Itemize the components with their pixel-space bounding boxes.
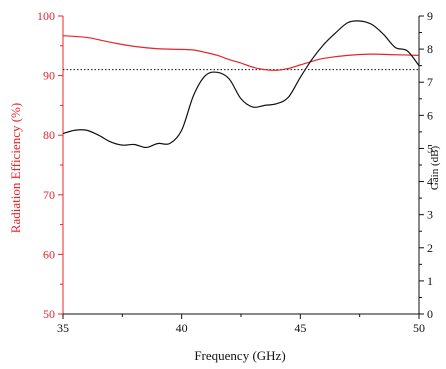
x-tick-label: 45	[294, 321, 306, 335]
right-y-tick-label: 4	[427, 175, 433, 189]
right-y-tick-label: 0	[427, 307, 433, 321]
x-axis-title: Frequency (GHz)	[194, 348, 285, 363]
left-y-tick-label: 60	[43, 247, 55, 261]
right-y-tick-label: 9	[427, 9, 433, 23]
left-y-tick-label: 90	[43, 69, 55, 83]
left-y-axis-title: Radiation Efficiency (%)	[8, 103, 23, 233]
chart-series	[62, 20, 420, 149]
gain-series-line	[62, 20, 420, 149]
right-y-tick-label: 5	[427, 141, 433, 155]
efficiency-series-line	[62, 35, 420, 71]
chart-axes	[58, 15, 424, 319]
left-y-tick-label: 70	[43, 188, 55, 202]
left-y-tick-label: 80	[43, 128, 55, 142]
right-y-tick-label: 7	[427, 75, 433, 89]
x-tick-label: 50	[413, 321, 425, 335]
left-y-tick-label: 100	[37, 9, 55, 23]
right-y-tick-label: 6	[427, 108, 433, 122]
x-tick-label: 35	[57, 321, 69, 335]
x-tick-label: 40	[176, 321, 188, 335]
right-y-tick-label: 3	[427, 208, 433, 222]
right-y-axis-title: Gain (dB)	[429, 146, 441, 191]
left-y-tick-label: 50	[43, 307, 55, 321]
right-y-tick-label: 2	[427, 241, 433, 255]
right-y-tick-label: 1	[427, 274, 433, 288]
right-y-tick-label: 8	[427, 42, 433, 56]
